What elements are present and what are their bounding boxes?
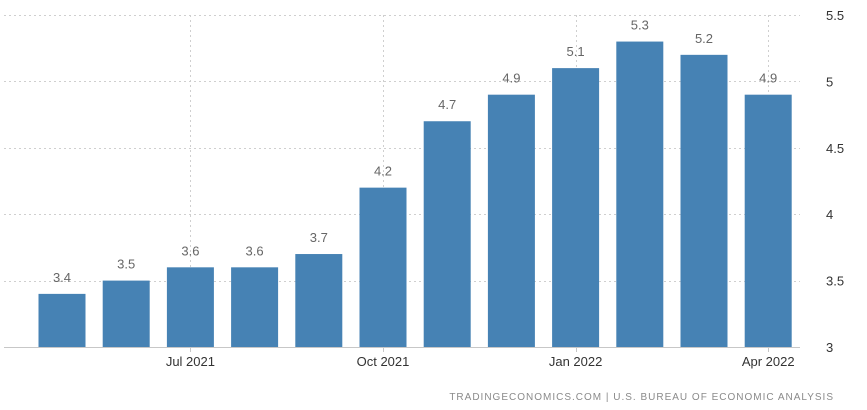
bar bbox=[744, 94, 792, 348]
bar bbox=[295, 254, 343, 347]
bar bbox=[552, 68, 600, 348]
bar bbox=[102, 280, 150, 347]
y-tick-label: 5.5 bbox=[826, 8, 844, 23]
y-tick-label: 3 bbox=[826, 340, 833, 355]
bar bbox=[423, 121, 471, 348]
y-axis: 3 3.5 4 4.5 5 5.5 bbox=[826, 8, 844, 355]
data-label: 4.9 bbox=[759, 71, 777, 86]
bars-layer bbox=[38, 41, 792, 348]
x-axis: Jul 2021 Oct 2021 Jan 2022 Apr 2022 bbox=[4, 347, 800, 369]
data-label: 3.6 bbox=[181, 243, 199, 258]
data-label: 3.6 bbox=[246, 243, 264, 258]
bar bbox=[359, 187, 407, 347]
x-tick-label: Oct 2021 bbox=[357, 354, 410, 369]
data-labels-layer: 3.4 3.5 3.6 3.6 3.7 4.2 4.7 4.9 5.1 5.3 5.2 4.9 bbox=[53, 18, 777, 285]
data-label: 5.1 bbox=[567, 44, 585, 59]
bar bbox=[166, 267, 214, 347]
bar bbox=[231, 267, 279, 347]
data-label: 4.9 bbox=[502, 71, 520, 86]
y-tick-label: 4.5 bbox=[826, 141, 844, 156]
source-attribution: TRADINGECONOMICS.COM | U.S. BUREAU OF EC… bbox=[449, 392, 834, 403]
data-label: 3.7 bbox=[310, 230, 328, 245]
x-tick-label: Jul 2021 bbox=[166, 354, 215, 369]
y-tick-label: 5 bbox=[826, 74, 833, 89]
bar bbox=[487, 94, 535, 348]
data-label: 3.5 bbox=[117, 257, 135, 272]
data-label: 3.4 bbox=[53, 270, 71, 285]
y-tick-label: 3.5 bbox=[826, 274, 844, 289]
data-label: 5.2 bbox=[695, 31, 713, 46]
x-tick-label: Apr 2022 bbox=[742, 354, 795, 369]
data-label: 4.7 bbox=[438, 97, 456, 112]
data-label: 4.2 bbox=[374, 164, 392, 179]
data-label: 5.3 bbox=[631, 18, 649, 33]
y-tick-label: 4 bbox=[826, 207, 833, 222]
bar bbox=[680, 54, 728, 348]
x-tick-label: Jan 2022 bbox=[549, 354, 603, 369]
bar bbox=[616, 41, 664, 348]
bar bbox=[38, 293, 86, 347]
